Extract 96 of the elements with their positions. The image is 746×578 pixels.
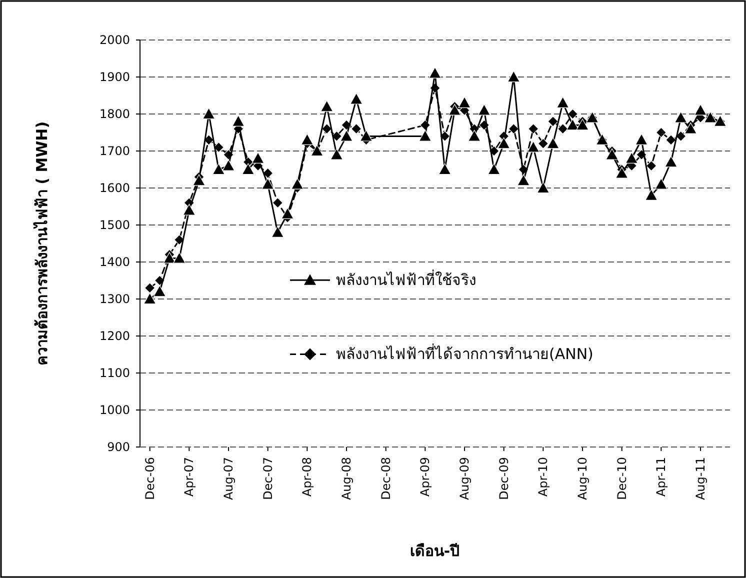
point (272, 198, 283, 208)
point (320, 100, 334, 112)
x-tick-label: Dec-06 (142, 457, 157, 500)
point (351, 124, 362, 134)
point (182, 204, 196, 216)
point (418, 130, 432, 142)
point (546, 137, 560, 149)
point (144, 292, 156, 304)
x-tick-label: Dec-09 (496, 457, 511, 500)
x-tick-label: Aug-11 (694, 457, 708, 500)
point (212, 163, 225, 175)
point (438, 163, 452, 175)
x-tick-label: Apr-07 (182, 457, 196, 497)
point (458, 96, 471, 108)
legend-label: พลังงานไฟฟ้าที่ใช้จริง (336, 269, 476, 290)
point (271, 226, 284, 238)
legend-label: พลังงานไฟฟ้าที่ได้จากการทำนาย(ANN) (336, 343, 594, 364)
point (616, 166, 628, 178)
point (144, 282, 156, 294)
y-tick-label: 1700 (99, 144, 130, 158)
point (567, 108, 578, 120)
point (654, 178, 668, 190)
x-tick-label: Dec-07 (260, 457, 275, 500)
point (645, 189, 658, 200)
point (242, 163, 254, 175)
point (340, 130, 353, 142)
point (676, 130, 686, 142)
y-tick-label: 2000 (99, 33, 130, 47)
point (281, 208, 294, 219)
point (606, 148, 618, 160)
point (556, 96, 570, 108)
x-tick-label: Apr-08 (300, 457, 314, 497)
y-tick-label: 1000 (99, 403, 130, 417)
point (300, 134, 314, 145)
point (508, 124, 519, 134)
point (202, 108, 216, 120)
x-axis-title: เดือน-ปี (410, 542, 460, 560)
point (291, 178, 304, 190)
point (536, 182, 550, 194)
point (478, 104, 490, 116)
x-tick-label: Apr-11 (654, 457, 668, 497)
point (517, 174, 530, 186)
y-tick-label: 1100 (99, 366, 130, 380)
point (674, 111, 688, 123)
point (694, 104, 707, 116)
point (330, 148, 343, 160)
point (498, 137, 510, 149)
point (488, 163, 500, 175)
point (635, 134, 648, 145)
point (331, 130, 342, 142)
point (646, 160, 657, 172)
y-tick-label: 1200 (99, 329, 130, 343)
point (262, 178, 274, 190)
point (666, 134, 676, 146)
point (576, 118, 589, 130)
x-tick-label: Aug-07 (222, 457, 236, 500)
y-tick-label: 1300 (99, 292, 130, 306)
point (448, 104, 461, 116)
point (360, 130, 372, 142)
point (173, 252, 186, 264)
x-tick-label: Apr-09 (418, 457, 432, 497)
point (232, 115, 245, 126)
point (548, 116, 558, 127)
point (625, 152, 638, 164)
point (350, 92, 363, 104)
point (528, 124, 539, 134)
x-tick-label: Aug-08 (340, 457, 354, 500)
point (507, 70, 520, 82)
point (527, 141, 540, 152)
y-tick-label: 900 (107, 440, 130, 454)
x-tick-label: Dec-08 (378, 457, 393, 500)
x-tick-label: Aug-09 (458, 457, 472, 500)
point (192, 174, 206, 186)
point (252, 152, 264, 164)
point (684, 122, 697, 134)
y-tick-label: 1600 (99, 181, 130, 195)
y-axis-title: ความต้องการพลังงานไฟฟ้า ( MWH) (32, 121, 51, 366)
point (566, 118, 579, 130)
point (322, 124, 332, 134)
y-tick-label: 1900 (99, 70, 130, 84)
point (664, 156, 678, 168)
point (428, 67, 442, 78)
point (262, 168, 274, 178)
point (656, 127, 666, 138)
point (204, 134, 214, 146)
x-tick-label: Aug-10 (576, 457, 590, 500)
point (153, 285, 166, 297)
point (222, 160, 235, 171)
y-tick-label: 1500 (99, 218, 130, 232)
point (538, 138, 548, 149)
x-tick-label: Apr-10 (536, 457, 550, 497)
point (468, 130, 481, 142)
x-tick-label: Dec-10 (614, 457, 629, 500)
y-tick-label: 1400 (99, 255, 130, 269)
y-tick-label: 1800 (99, 107, 130, 121)
point (558, 124, 568, 134)
